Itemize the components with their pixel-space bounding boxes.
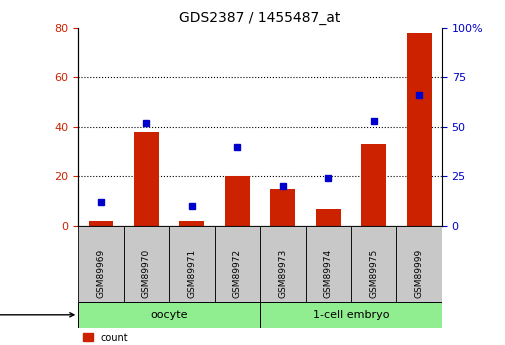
Text: GSM89970: GSM89970: [142, 249, 151, 298]
Text: GSM89972: GSM89972: [233, 249, 242, 298]
Bar: [179, 221, 205, 226]
Bar: [78, 302, 260, 328]
Bar: [260, 302, 442, 328]
Bar: [351, 226, 396, 302]
Bar: [225, 176, 250, 226]
Bar: [407, 32, 432, 226]
Bar: [361, 144, 386, 226]
Text: GSM89969: GSM89969: [96, 249, 106, 298]
Bar: [169, 226, 215, 302]
Text: GSM89999: GSM89999: [415, 249, 424, 298]
Bar: [88, 221, 114, 226]
Title: GDS2387 / 1455487_at: GDS2387 / 1455487_at: [179, 11, 341, 25]
Text: oocyte: oocyte: [150, 310, 188, 320]
Bar: [396, 226, 442, 302]
Bar: [260, 226, 306, 302]
Text: GSM89971: GSM89971: [187, 249, 196, 298]
Bar: [124, 226, 169, 302]
Legend: count, percentile rank within the sample: count, percentile rank within the sample: [83, 333, 266, 345]
Bar: [306, 226, 351, 302]
Text: development stage: development stage: [0, 310, 74, 320]
Text: GSM89973: GSM89973: [278, 249, 287, 298]
Bar: [316, 209, 341, 226]
Text: GSM89974: GSM89974: [324, 249, 333, 298]
Text: GSM89975: GSM89975: [369, 249, 378, 298]
Bar: [215, 226, 260, 302]
Bar: [78, 226, 124, 302]
Bar: [134, 132, 159, 226]
Text: 1-cell embryo: 1-cell embryo: [313, 310, 389, 320]
Bar: [270, 189, 295, 226]
